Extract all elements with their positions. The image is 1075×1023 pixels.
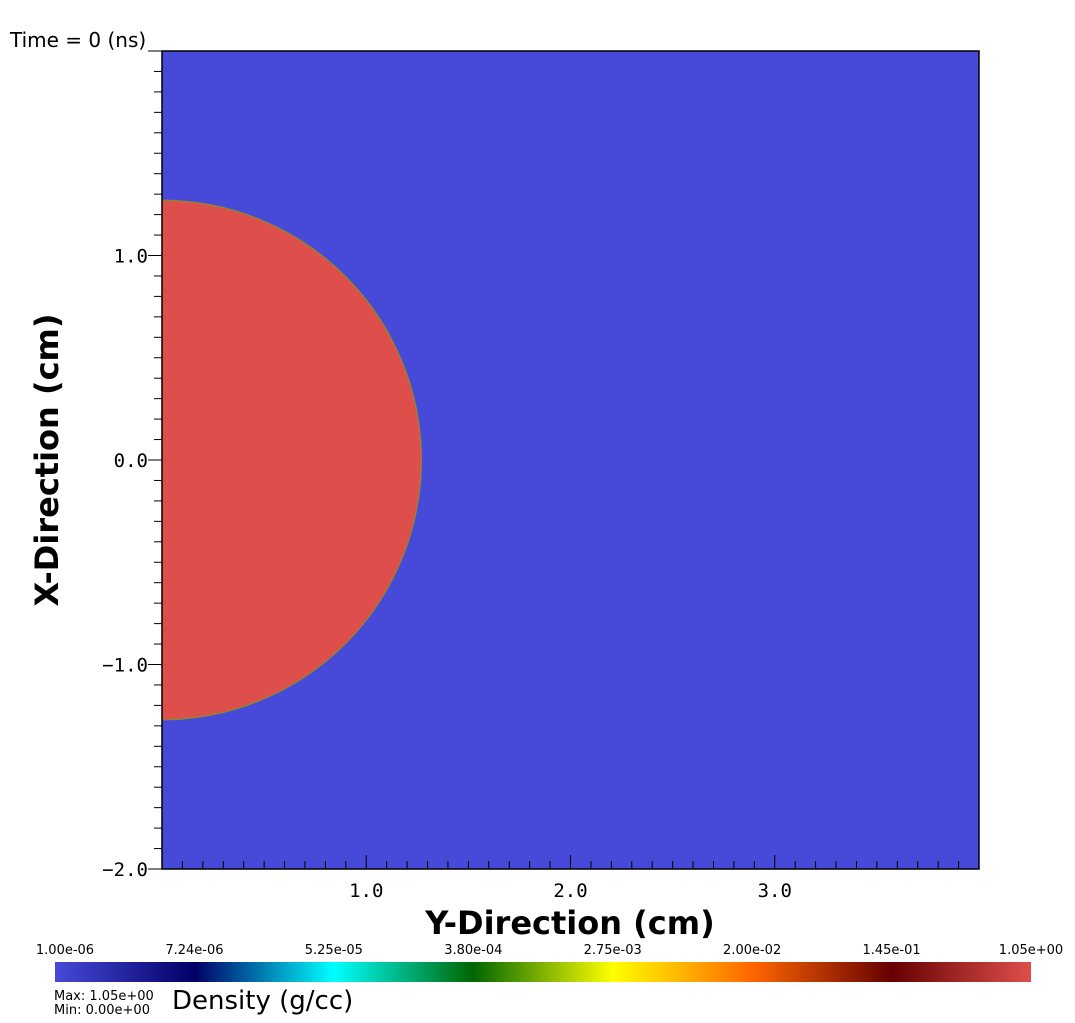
y-tick-label: 0.0 [114,450,148,472]
max-value: 1.05e+00 [89,989,154,1004]
x-tick-label: 1.0 [349,880,383,902]
x-tick-label: 3.0 [758,880,792,902]
colorbar-tick-label: 5.25e-05 [304,943,363,958]
y-tick-label: −1.0 [102,655,148,677]
colorbar-range: Max: 1.05e+00 Min: 0.00e+00 [54,990,154,1018]
colorbar-tick-label: 1.45e-01 [862,943,921,958]
y-tick-label: −2.0 [102,859,148,881]
colorbar-tick-label: 3.80e-04 [444,943,503,958]
x-tick-label: 2.0 [553,880,587,902]
y-tick-label: 1.0 [114,246,148,268]
min-label: Min: [54,1003,82,1018]
colorbar-tick-label: 1.05e+00 [998,943,1064,958]
colorbar-tick-label: 1.00e-06 [35,943,95,958]
y-axis-label: X-Direction (cm) [28,313,66,606]
time-label: Time = 0 (ns) [10,28,147,52]
max-label: Max: [54,989,86,1004]
minor-ticks [148,50,980,870]
x-axis-label: Y-Direction (cm) [424,904,714,942]
colorbar-tick-label: 2.00e-02 [723,943,782,958]
colorbar-tick-label: 7.24e-06 [165,943,224,958]
min-value: 0.00e+00 [85,1003,150,1018]
colorbar-tick-label: 2.75e-03 [583,943,642,958]
colorbar-title: Density (g/cc) [172,986,354,1016]
colorbar [55,962,1031,982]
plot-area [161,50,980,870]
dense-region [162,199,422,721]
major-ticks: 1.0 2.0 3.0 1.0 0.0 −1.0 −2.0 [102,246,792,903]
